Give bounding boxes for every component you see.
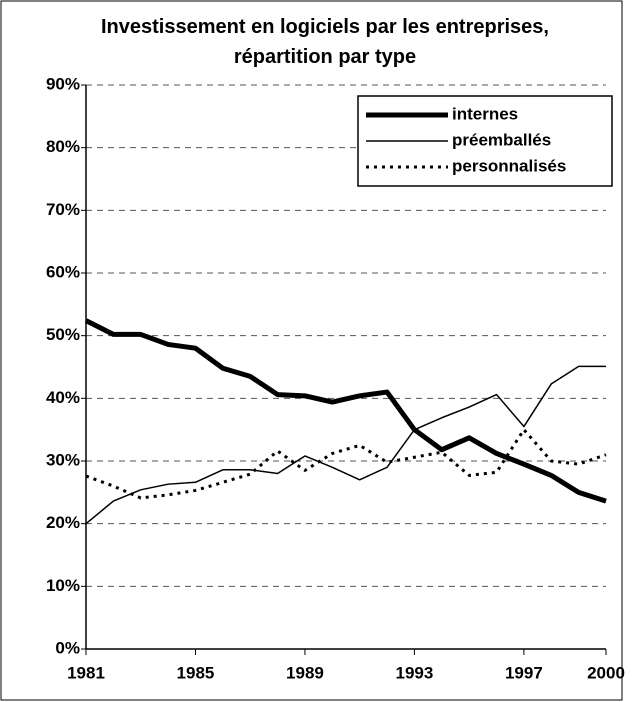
- x-tick-label: 2000: [587, 663, 625, 682]
- chart-frame: [0, 0, 623, 701]
- y-tick-label: 40%: [46, 388, 80, 407]
- y-tick-label: 10%: [46, 576, 80, 595]
- y-tick-label: 60%: [46, 262, 80, 281]
- chart-title: Investissement en logiciels par les entr…: [101, 16, 549, 68]
- series-line: [85, 365, 606, 525]
- y-tick-label: 0%: [55, 638, 80, 657]
- y-tick-label: 70%: [46, 200, 80, 219]
- x-tick-label: 1997: [505, 663, 543, 682]
- y-tick-label: 20%: [46, 513, 80, 532]
- x-tick-label: 1981: [67, 663, 105, 682]
- y-tick-label: 30%: [46, 450, 80, 469]
- y-tick-label: 80%: [46, 137, 80, 156]
- series-line: [84, 318, 607, 504]
- legend-label: préemballés: [452, 130, 551, 149]
- x-tick-label: 1993: [396, 663, 434, 682]
- legend-label: personnalisés: [452, 156, 566, 175]
- x-tick-label: 1985: [177, 663, 215, 682]
- y-tick-label: 50%: [46, 325, 80, 344]
- y-tick-label: 90%: [46, 74, 80, 93]
- x-tick-label: 1989: [286, 663, 324, 682]
- legend-label: internes: [452, 104, 518, 123]
